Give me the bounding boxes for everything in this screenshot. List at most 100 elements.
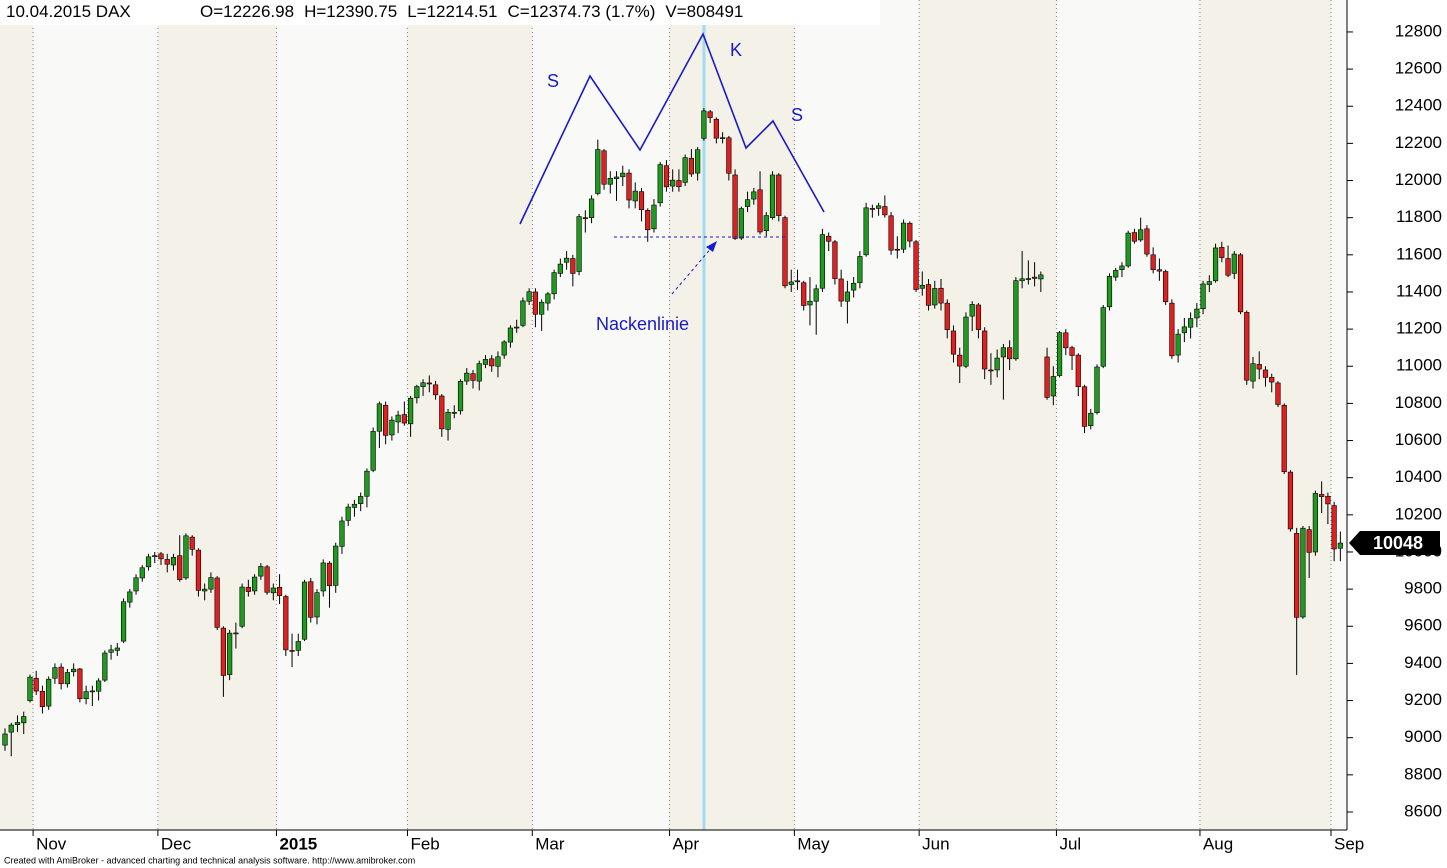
candle-body — [1056, 332, 1063, 376]
candle-body — [489, 358, 495, 367]
candle-body — [33, 677, 39, 692]
y-tick-label: 9400 — [1404, 653, 1442, 672]
candle-body — [170, 557, 177, 566]
footer: Created with AmiBroker - advanced charti… — [4, 855, 415, 865]
candle-body — [476, 363, 482, 382]
candle-body — [1244, 312, 1250, 381]
candle-body — [89, 690, 95, 693]
header-low: L=12214.51 — [407, 2, 497, 21]
candle-body — [1262, 369, 1269, 378]
candle-body — [1025, 278, 1031, 280]
header-high: H=12390.75 — [304, 2, 397, 21]
candle-body — [1269, 377, 1275, 383]
candle-body — [295, 641, 301, 651]
candle-body — [395, 414, 401, 423]
candle-body — [651, 204, 657, 230]
candle-body — [1081, 386, 1088, 427]
candle-body — [1156, 269, 1162, 272]
candle-body — [726, 137, 732, 174]
candle-body — [376, 403, 383, 432]
candle-body — [1181, 326, 1187, 334]
candle-body — [1225, 258, 1231, 276]
candle-body — [682, 157, 688, 183]
candle-body — [950, 330, 957, 355]
candle-body — [1119, 265, 1125, 270]
month-band — [33, 0, 158, 830]
candle-body — [1287, 471, 1294, 530]
candle-body — [1113, 270, 1119, 278]
candle-body — [2, 733, 8, 746]
candle-body — [445, 412, 451, 430]
candle-body — [794, 280, 801, 283]
y-tick-label: 10400 — [1395, 467, 1442, 486]
candle-body — [1175, 333, 1181, 356]
axes: Nov Dec 2015 Feb Mar Apr May Jun Jul Aug Sep 8600 88… — [32, 21, 1442, 853]
candle-body — [626, 172, 632, 201]
candle-body — [21, 716, 27, 724]
header-close: C=12374.73 (1.7%) — [507, 2, 655, 21]
y-tick-label: 8800 — [1404, 764, 1442, 783]
candle-body — [563, 257, 570, 263]
candle-body — [757, 189, 763, 233]
candle-body — [77, 668, 83, 699]
candle-body — [1094, 366, 1100, 413]
candle-body — [301, 581, 308, 640]
candles — [2, 107, 1343, 757]
month-band — [0, 0, 34, 830]
last-value-label: 10048 — [1373, 533, 1423, 553]
arrow-head — [706, 241, 717, 252]
candle-body — [401, 414, 407, 424]
x-tick-label: Jun — [922, 834, 949, 853]
candle-body — [127, 591, 133, 603]
x-tick-label: Sep — [1334, 834, 1364, 853]
candle-body — [645, 209, 651, 231]
candle-body — [844, 291, 850, 302]
candle-body — [227, 632, 233, 675]
header-open: O=12226.98 — [200, 2, 294, 21]
candle-body — [1331, 505, 1337, 550]
candle-body — [1050, 376, 1056, 397]
candle-body — [944, 302, 950, 330]
month-band — [1056, 0, 1200, 830]
header: 10.04.2015 DAX O=12226.98 H=12390.75 L=1221… — [6, 2, 743, 21]
header-box — [0, 0, 880, 25]
candle-body — [345, 506, 351, 521]
x-tick-label: Mar — [535, 834, 565, 853]
candle-body — [39, 690, 46, 707]
candle-body — [932, 288, 938, 306]
y-tick-label: 12000 — [1395, 170, 1442, 189]
candle-body — [601, 150, 607, 185]
y-tick-label: 9800 — [1404, 579, 1442, 598]
candle-body — [1194, 308, 1200, 319]
candle-body — [46, 678, 52, 707]
candle-body — [663, 165, 670, 188]
candle-body — [457, 380, 464, 412]
candle-body — [383, 404, 389, 436]
candle-body — [1337, 542, 1343, 549]
candle-body — [208, 577, 214, 590]
candle-body — [189, 536, 195, 550]
candle-body — [744, 199, 751, 207]
y-tick-label: 8600 — [1404, 801, 1442, 820]
candle-body — [620, 172, 626, 178]
candle-body — [975, 304, 982, 330]
y-tick-label: 10800 — [1395, 393, 1442, 412]
candle-body — [1188, 318, 1194, 328]
candle-body — [1256, 364, 1262, 370]
y-tick-label: 9000 — [1404, 727, 1442, 746]
candle-body — [414, 386, 420, 399]
candle-body — [913, 241, 919, 290]
candle-body — [389, 419, 395, 436]
candle-body — [245, 586, 251, 592]
candle-body — [632, 190, 638, 202]
candle-body — [195, 549, 202, 591]
candle-body — [1032, 276, 1038, 279]
candle-body — [370, 431, 376, 471]
x-tick-label: Jul — [1059, 834, 1081, 853]
candle-body — [364, 470, 370, 497]
candle-body — [464, 372, 470, 382]
candle-body — [882, 206, 888, 216]
candle-body — [501, 341, 507, 356]
candle-body — [1150, 254, 1156, 270]
